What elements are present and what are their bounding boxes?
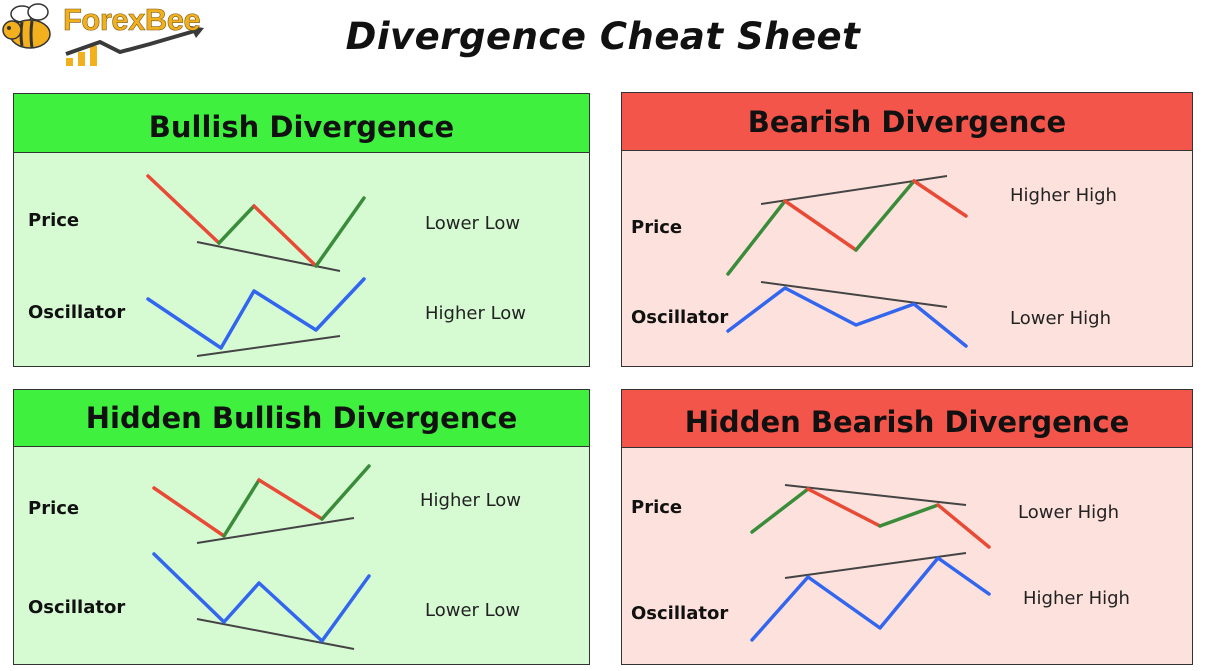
price-segment [320,464,371,521]
oscillator-label: Oscillator [631,603,729,624]
price-trend-line [196,241,341,272]
panel-bearish-divergence: Bearish Divergence Price Oscillator High… [621,92,1193,367]
price-segment [878,503,940,528]
price-segment [726,199,787,276]
oscillator-line [750,556,991,642]
price-description: Higher Low [420,490,522,511]
panel-title: Hidden Bullish Divergence [14,390,589,447]
bee-icon [2,3,204,66]
price-segment [750,487,810,534]
oscillator-line [152,552,371,643]
price-segment [252,204,318,268]
oscillator-description: Higher Low [425,303,527,324]
price-description: Lower High [1018,502,1120,523]
oscillator-trend-line [196,618,355,650]
oscillator-description: Lower High [1010,308,1112,329]
oscillator-trend-line [784,552,967,579]
oscillator-label: Oscillator [631,307,729,328]
oscillator-trend-line [196,335,341,357]
price-segment [314,196,366,268]
oscillator-label: Oscillator [28,597,126,618]
price-description: Lower Low [425,213,521,234]
oscillator-description: Higher High [1023,588,1130,609]
panel-title: Bullish Divergence [14,94,589,153]
oscillator-trend-line [760,281,948,308]
divergence-diagram [152,464,371,650]
price-segment [912,179,968,218]
price-label: Price [631,497,683,518]
panel-title: Bearish Divergence [622,93,1192,151]
panel-hidden-bullish-divergence: Hidden Bullish Divergence Price Oscillat… [13,389,590,665]
page-title: Divergence Cheat Sheet [345,15,861,58]
oscillator-line [146,277,366,350]
price-label: Price [631,217,683,238]
panel-hidden-bearish-divergence: Hidden Bearish Divergence Price Oscillat… [621,389,1193,665]
price-segment [217,204,256,245]
price-description: Higher High [1010,185,1117,206]
price-segment [936,503,991,549]
divergence-diagram [146,174,366,357]
price-trend-line [196,517,355,544]
price-segment [806,487,882,528]
price-segment [257,478,324,521]
forexbee-logo: ForexBee [0,0,215,72]
oscillator-label: Oscillator [28,302,126,323]
brand-name: ForexBee [63,2,201,38]
price-segment [783,199,858,252]
divergence-diagram [726,175,968,348]
oscillator-description: Lower Low [425,600,521,621]
price-segment [146,174,221,245]
price-segment [222,478,261,538]
price-trend-line [760,175,948,205]
price-label: Price [28,210,80,231]
divergence-diagram [750,484,991,642]
oscillator-line [726,286,968,348]
price-segment [854,179,916,252]
price-label: Price [28,498,80,519]
panel-title: Hidden Bearish Divergence [622,390,1192,448]
panel-bullish-divergence: Bullish Divergence Price Oscillator Lowe… [13,93,590,367]
price-segment [152,486,226,538]
price-trend-line [784,484,967,506]
